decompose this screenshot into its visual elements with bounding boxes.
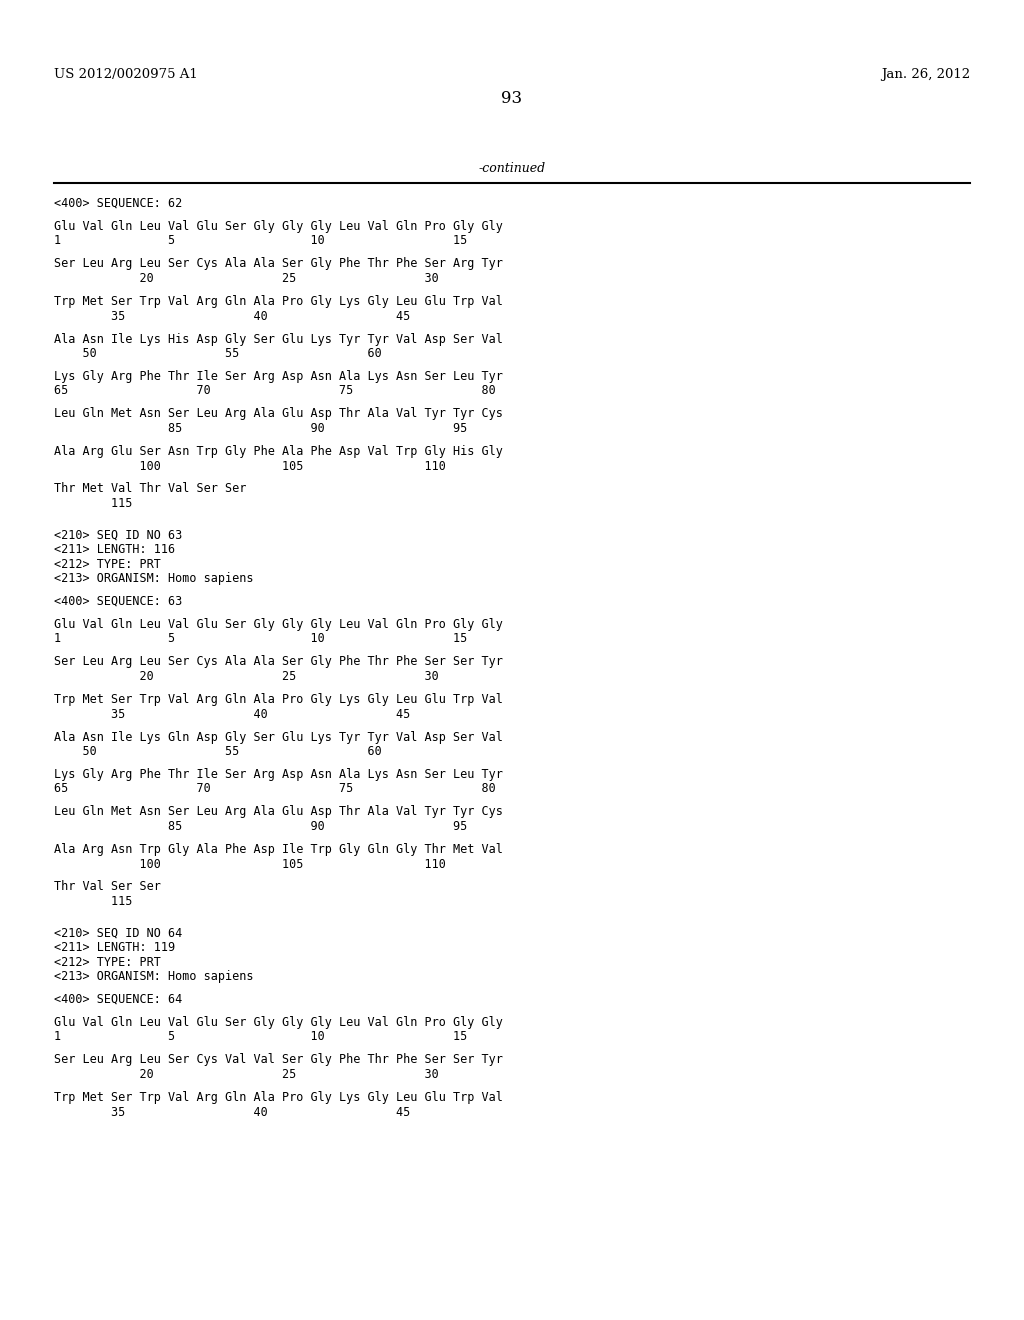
Text: 1               5                   10                  15: 1 5 10 15 xyxy=(54,632,467,645)
Text: Glu Val Gln Leu Val Glu Ser Gly Gly Gly Leu Val Gln Pro Gly Gly: Glu Val Gln Leu Val Glu Ser Gly Gly Gly … xyxy=(54,1016,503,1030)
Text: <213> ORGANISM: Homo sapiens: <213> ORGANISM: Homo sapiens xyxy=(54,572,254,585)
Text: Ala Arg Glu Ser Asn Trp Gly Phe Ala Phe Asp Val Trp Gly His Gly: Ala Arg Glu Ser Asn Trp Gly Phe Ala Phe … xyxy=(54,445,503,458)
Text: Ala Asn Ile Lys Gln Asp Gly Ser Glu Lys Tyr Tyr Val Asp Ser Val: Ala Asn Ile Lys Gln Asp Gly Ser Glu Lys … xyxy=(54,730,503,743)
Text: 20                  25                  30: 20 25 30 xyxy=(54,1068,438,1081)
Text: Leu Gln Met Asn Ser Leu Arg Ala Glu Asp Thr Ala Val Tyr Tyr Cys: Leu Gln Met Asn Ser Leu Arg Ala Glu Asp … xyxy=(54,408,503,421)
Text: Glu Val Gln Leu Val Glu Ser Gly Gly Gly Leu Val Gln Pro Gly Gly: Glu Val Gln Leu Val Glu Ser Gly Gly Gly … xyxy=(54,220,503,234)
Text: Ala Asn Ile Lys His Asp Gly Ser Glu Lys Tyr Tyr Val Asp Ser Val: Ala Asn Ile Lys His Asp Gly Ser Glu Lys … xyxy=(54,333,503,346)
Text: <213> ORGANISM: Homo sapiens: <213> ORGANISM: Homo sapiens xyxy=(54,970,254,983)
Text: <210> SEQ ID NO 63: <210> SEQ ID NO 63 xyxy=(54,528,182,541)
Text: 100                 105                 110: 100 105 110 xyxy=(54,858,445,870)
Text: Ser Leu Arg Leu Ser Cys Val Val Ser Gly Phe Thr Phe Ser Ser Tyr: Ser Leu Arg Leu Ser Cys Val Val Ser Gly … xyxy=(54,1053,503,1067)
Text: Trp Met Ser Trp Val Arg Gln Ala Pro Gly Lys Gly Leu Glu Trp Val: Trp Met Ser Trp Val Arg Gln Ala Pro Gly … xyxy=(54,294,503,308)
Text: 1               5                   10                  15: 1 5 10 15 xyxy=(54,1031,467,1044)
Text: 35                  40                  45: 35 40 45 xyxy=(54,1106,411,1118)
Text: 115: 115 xyxy=(54,895,132,908)
Text: <400> SEQUENCE: 63: <400> SEQUENCE: 63 xyxy=(54,595,182,609)
Text: Lys Gly Arg Phe Thr Ile Ser Arg Asp Asn Ala Lys Asn Ser Leu Tyr: Lys Gly Arg Phe Thr Ile Ser Arg Asp Asn … xyxy=(54,768,503,781)
Text: <211> LENGTH: 119: <211> LENGTH: 119 xyxy=(54,941,175,954)
Text: 115: 115 xyxy=(54,498,132,510)
Text: 35                  40                  45: 35 40 45 xyxy=(54,309,411,322)
Text: Leu Gln Met Asn Ser Leu Arg Ala Glu Asp Thr Ala Val Tyr Tyr Cys: Leu Gln Met Asn Ser Leu Arg Ala Glu Asp … xyxy=(54,805,503,818)
Text: 65                  70                  75                  80: 65 70 75 80 xyxy=(54,783,496,796)
Text: 20                  25                  30: 20 25 30 xyxy=(54,272,438,285)
Text: <210> SEQ ID NO 64: <210> SEQ ID NO 64 xyxy=(54,927,182,940)
Text: <400> SEQUENCE: 64: <400> SEQUENCE: 64 xyxy=(54,993,182,1006)
Text: 85                  90                  95: 85 90 95 xyxy=(54,422,467,436)
Text: Glu Val Gln Leu Val Glu Ser Gly Gly Gly Leu Val Gln Pro Gly Gly: Glu Val Gln Leu Val Glu Ser Gly Gly Gly … xyxy=(54,618,503,631)
Text: Jan. 26, 2012: Jan. 26, 2012 xyxy=(881,69,970,81)
Text: 35                  40                  45: 35 40 45 xyxy=(54,708,411,721)
Text: Ser Leu Arg Leu Ser Cys Ala Ala Ser Gly Phe Thr Phe Ser Ser Tyr: Ser Leu Arg Leu Ser Cys Ala Ala Ser Gly … xyxy=(54,656,503,668)
Text: 100                 105                 110: 100 105 110 xyxy=(54,459,445,473)
Text: 50                  55                  60: 50 55 60 xyxy=(54,347,382,360)
Text: Thr Met Val Thr Val Ser Ser: Thr Met Val Thr Val Ser Ser xyxy=(54,483,247,495)
Text: <212> TYPE: PRT: <212> TYPE: PRT xyxy=(54,557,161,570)
Text: Lys Gly Arg Phe Thr Ile Ser Arg Asp Asn Ala Lys Asn Ser Leu Tyr: Lys Gly Arg Phe Thr Ile Ser Arg Asp Asn … xyxy=(54,370,503,383)
Text: 65                  70                  75                  80: 65 70 75 80 xyxy=(54,384,496,397)
Text: <212> TYPE: PRT: <212> TYPE: PRT xyxy=(54,956,161,969)
Text: 20                  25                  30: 20 25 30 xyxy=(54,671,438,682)
Text: <400> SEQUENCE: 62: <400> SEQUENCE: 62 xyxy=(54,197,182,210)
Text: 85                  90                  95: 85 90 95 xyxy=(54,820,467,833)
Text: -continued: -continued xyxy=(478,162,546,176)
Text: Ala Arg Asn Trp Gly Ala Phe Asp Ile Trp Gly Gln Gly Thr Met Val: Ala Arg Asn Trp Gly Ala Phe Asp Ile Trp … xyxy=(54,843,503,855)
Text: Trp Met Ser Trp Val Arg Gln Ala Pro Gly Lys Gly Leu Glu Trp Val: Trp Met Ser Trp Val Arg Gln Ala Pro Gly … xyxy=(54,1092,503,1104)
Text: 50                  55                  60: 50 55 60 xyxy=(54,744,382,758)
Text: 93: 93 xyxy=(502,90,522,107)
Text: <211> LENGTH: 116: <211> LENGTH: 116 xyxy=(54,543,175,556)
Text: 1               5                   10                  15: 1 5 10 15 xyxy=(54,235,467,248)
Text: Ser Leu Arg Leu Ser Cys Ala Ala Ser Gly Phe Thr Phe Ser Arg Tyr: Ser Leu Arg Leu Ser Cys Ala Ala Ser Gly … xyxy=(54,257,503,271)
Text: Trp Met Ser Trp Val Arg Gln Ala Pro Gly Lys Gly Leu Glu Trp Val: Trp Met Ser Trp Val Arg Gln Ala Pro Gly … xyxy=(54,693,503,706)
Text: US 2012/0020975 A1: US 2012/0020975 A1 xyxy=(54,69,198,81)
Text: Thr Val Ser Ser: Thr Val Ser Ser xyxy=(54,880,161,894)
